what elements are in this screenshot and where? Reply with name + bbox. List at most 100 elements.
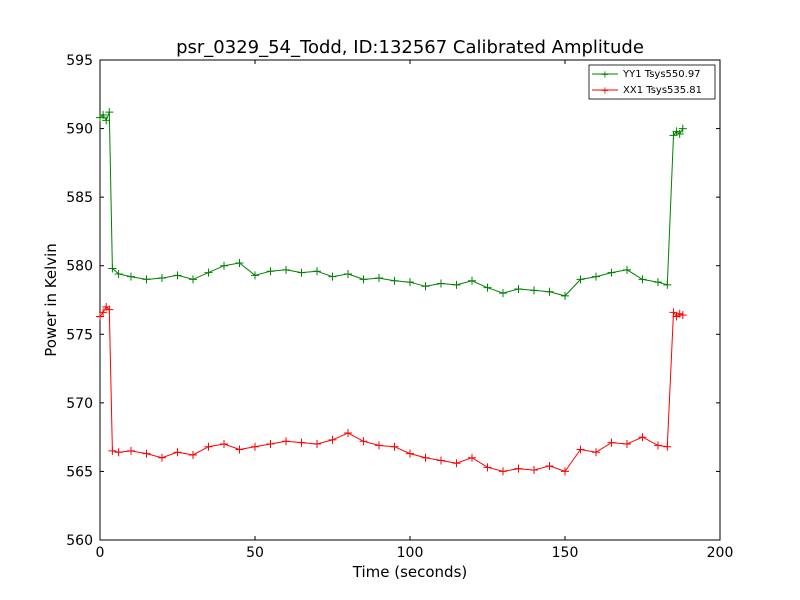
y-tick-label: 580 xyxy=(66,259,93,275)
data-point xyxy=(108,264,117,273)
tick-group: 0 50 100 150 200 560 565 570 575 580 585 590 595 xyxy=(66,53,733,561)
data-point xyxy=(452,459,461,468)
data-point xyxy=(344,429,352,438)
data-point xyxy=(483,283,492,292)
data-point xyxy=(421,453,430,462)
y-tick-label: 570 xyxy=(66,396,93,412)
data-point xyxy=(437,279,445,288)
data-point xyxy=(359,437,368,446)
data-point xyxy=(158,274,166,283)
x-axis-label: Time (seconds) xyxy=(352,563,468,581)
data-point xyxy=(468,453,476,462)
x-tick-label: 150 xyxy=(552,545,579,561)
data-point xyxy=(654,441,662,450)
data-point xyxy=(406,278,414,287)
data-point xyxy=(99,110,108,119)
data-point xyxy=(499,289,507,298)
data-point xyxy=(607,438,616,447)
data-point xyxy=(514,285,523,294)
legend-marker-xx1: + xyxy=(601,86,609,97)
data-point xyxy=(678,311,687,320)
data-point xyxy=(235,445,244,454)
data-point xyxy=(530,286,538,295)
x-tick-label: 50 xyxy=(246,545,264,561)
legend-marker-yy1: + xyxy=(601,70,609,81)
data-point xyxy=(452,280,461,289)
data-point xyxy=(576,275,585,284)
legend-label-xx1: XX1 Tsys535.81 xyxy=(623,85,702,96)
data-point xyxy=(375,441,383,450)
data-point xyxy=(592,448,600,457)
data-point xyxy=(663,442,672,451)
legend: + YY1 Tsys550.97 + XX1 Tsys535.81 xyxy=(588,64,716,100)
data-point xyxy=(297,438,306,447)
data-point xyxy=(390,442,399,451)
data-point xyxy=(592,272,600,281)
legend-box xyxy=(588,64,716,100)
data-point xyxy=(654,278,662,287)
data-point xyxy=(638,275,647,284)
y-axis-label: Power in Kelvin xyxy=(42,243,60,357)
data-point xyxy=(390,276,399,285)
data-point xyxy=(266,440,275,448)
data-point xyxy=(142,449,151,458)
data-point xyxy=(406,449,414,458)
series-xx1 xyxy=(96,302,687,476)
data-point xyxy=(173,271,182,280)
data-point xyxy=(545,287,554,296)
data-point xyxy=(638,433,647,442)
data-point xyxy=(127,272,135,281)
y-tick-label: 590 xyxy=(66,122,93,138)
data-point xyxy=(669,131,678,140)
data-point xyxy=(189,450,197,459)
data-point xyxy=(561,467,569,476)
data-point xyxy=(328,272,337,281)
data-point xyxy=(282,265,290,274)
data-point xyxy=(251,442,259,451)
data-point xyxy=(514,464,523,473)
data-point xyxy=(421,282,430,291)
y-tick-label: 575 xyxy=(66,327,93,343)
plot-area xyxy=(99,59,721,541)
data-point xyxy=(663,280,672,289)
data-point xyxy=(607,268,616,277)
data-point xyxy=(669,308,678,317)
data-point xyxy=(114,448,123,457)
data-point xyxy=(99,308,108,317)
data-point xyxy=(204,442,213,451)
legend-label-yy1: YY1 Tsys550.97 xyxy=(622,69,701,80)
y-tick-label: 585 xyxy=(66,190,93,206)
data-point xyxy=(220,261,228,270)
data-point xyxy=(235,258,244,267)
y-tick-label: 560 xyxy=(66,533,93,549)
data-point xyxy=(344,269,352,278)
data-point xyxy=(102,116,111,125)
y-tick-label: 565 xyxy=(66,464,93,480)
data-point xyxy=(313,267,321,276)
data-point xyxy=(375,274,383,283)
data-point xyxy=(189,275,197,284)
data-point xyxy=(530,466,538,475)
data-point xyxy=(623,440,631,448)
x-tick-label: 100 xyxy=(397,545,424,561)
data-point xyxy=(675,130,684,139)
series-yy1 xyxy=(96,108,687,300)
x-tick-label: 0 xyxy=(96,545,105,561)
y-tick-label: 595 xyxy=(66,53,93,69)
chart-title: psr_0329_54_Todd, ID:132567 Calibrated A… xyxy=(176,37,644,58)
data-point xyxy=(142,275,151,284)
series-line xyxy=(99,111,684,297)
data-point xyxy=(328,435,337,444)
data-point xyxy=(204,268,213,277)
series-line xyxy=(99,306,684,472)
series-group xyxy=(96,108,687,476)
x-tick-label: 200 xyxy=(707,545,734,561)
data-point xyxy=(105,108,114,117)
data-point xyxy=(437,456,445,465)
data-point xyxy=(158,453,166,462)
data-point xyxy=(561,291,569,300)
data-point xyxy=(127,446,135,455)
data-point xyxy=(359,275,368,284)
data-point xyxy=(545,461,554,470)
